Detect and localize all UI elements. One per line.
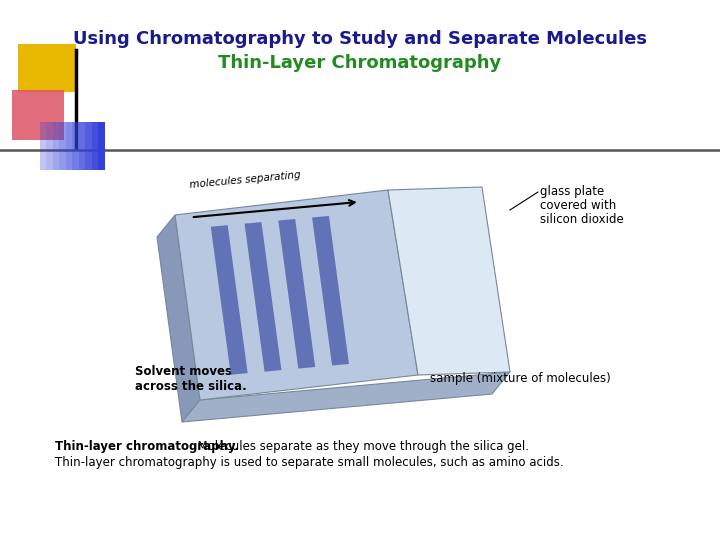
Text: glass plate: glass plate (540, 185, 604, 198)
Bar (18, 44, 76, 92)
Polygon shape (312, 216, 349, 366)
Text: Thin-layer chromatography.: Thin-layer chromatography. (55, 440, 239, 453)
Text: Molecules separate as they move through the silica gel.: Molecules separate as they move through … (190, 440, 529, 453)
Text: Thin-Layer Chromatography: Thin-Layer Chromatography (218, 54, 502, 72)
Polygon shape (182, 372, 510, 422)
Text: Using Chromatography to Study and Separate Molecules: Using Chromatography to Study and Separa… (73, 30, 647, 48)
Polygon shape (175, 190, 418, 400)
Text: Thin-layer chromatography is used to separate small molecules, such as amino aci: Thin-layer chromatography is used to sep… (55, 456, 564, 469)
Text: across the silica.: across the silica. (135, 380, 247, 393)
Polygon shape (388, 187, 510, 375)
Bar (12, 90, 64, 140)
Text: covered with: covered with (540, 199, 616, 212)
Text: silicon dioxide: silicon dioxide (540, 213, 624, 226)
Polygon shape (279, 219, 315, 369)
Polygon shape (245, 222, 282, 372)
Polygon shape (211, 225, 248, 375)
Text: molecules separating: molecules separating (189, 170, 301, 190)
Text: Solvent moves: Solvent moves (135, 365, 232, 378)
Polygon shape (157, 215, 200, 422)
Text: sample (mixture of molecules): sample (mixture of molecules) (430, 372, 611, 385)
